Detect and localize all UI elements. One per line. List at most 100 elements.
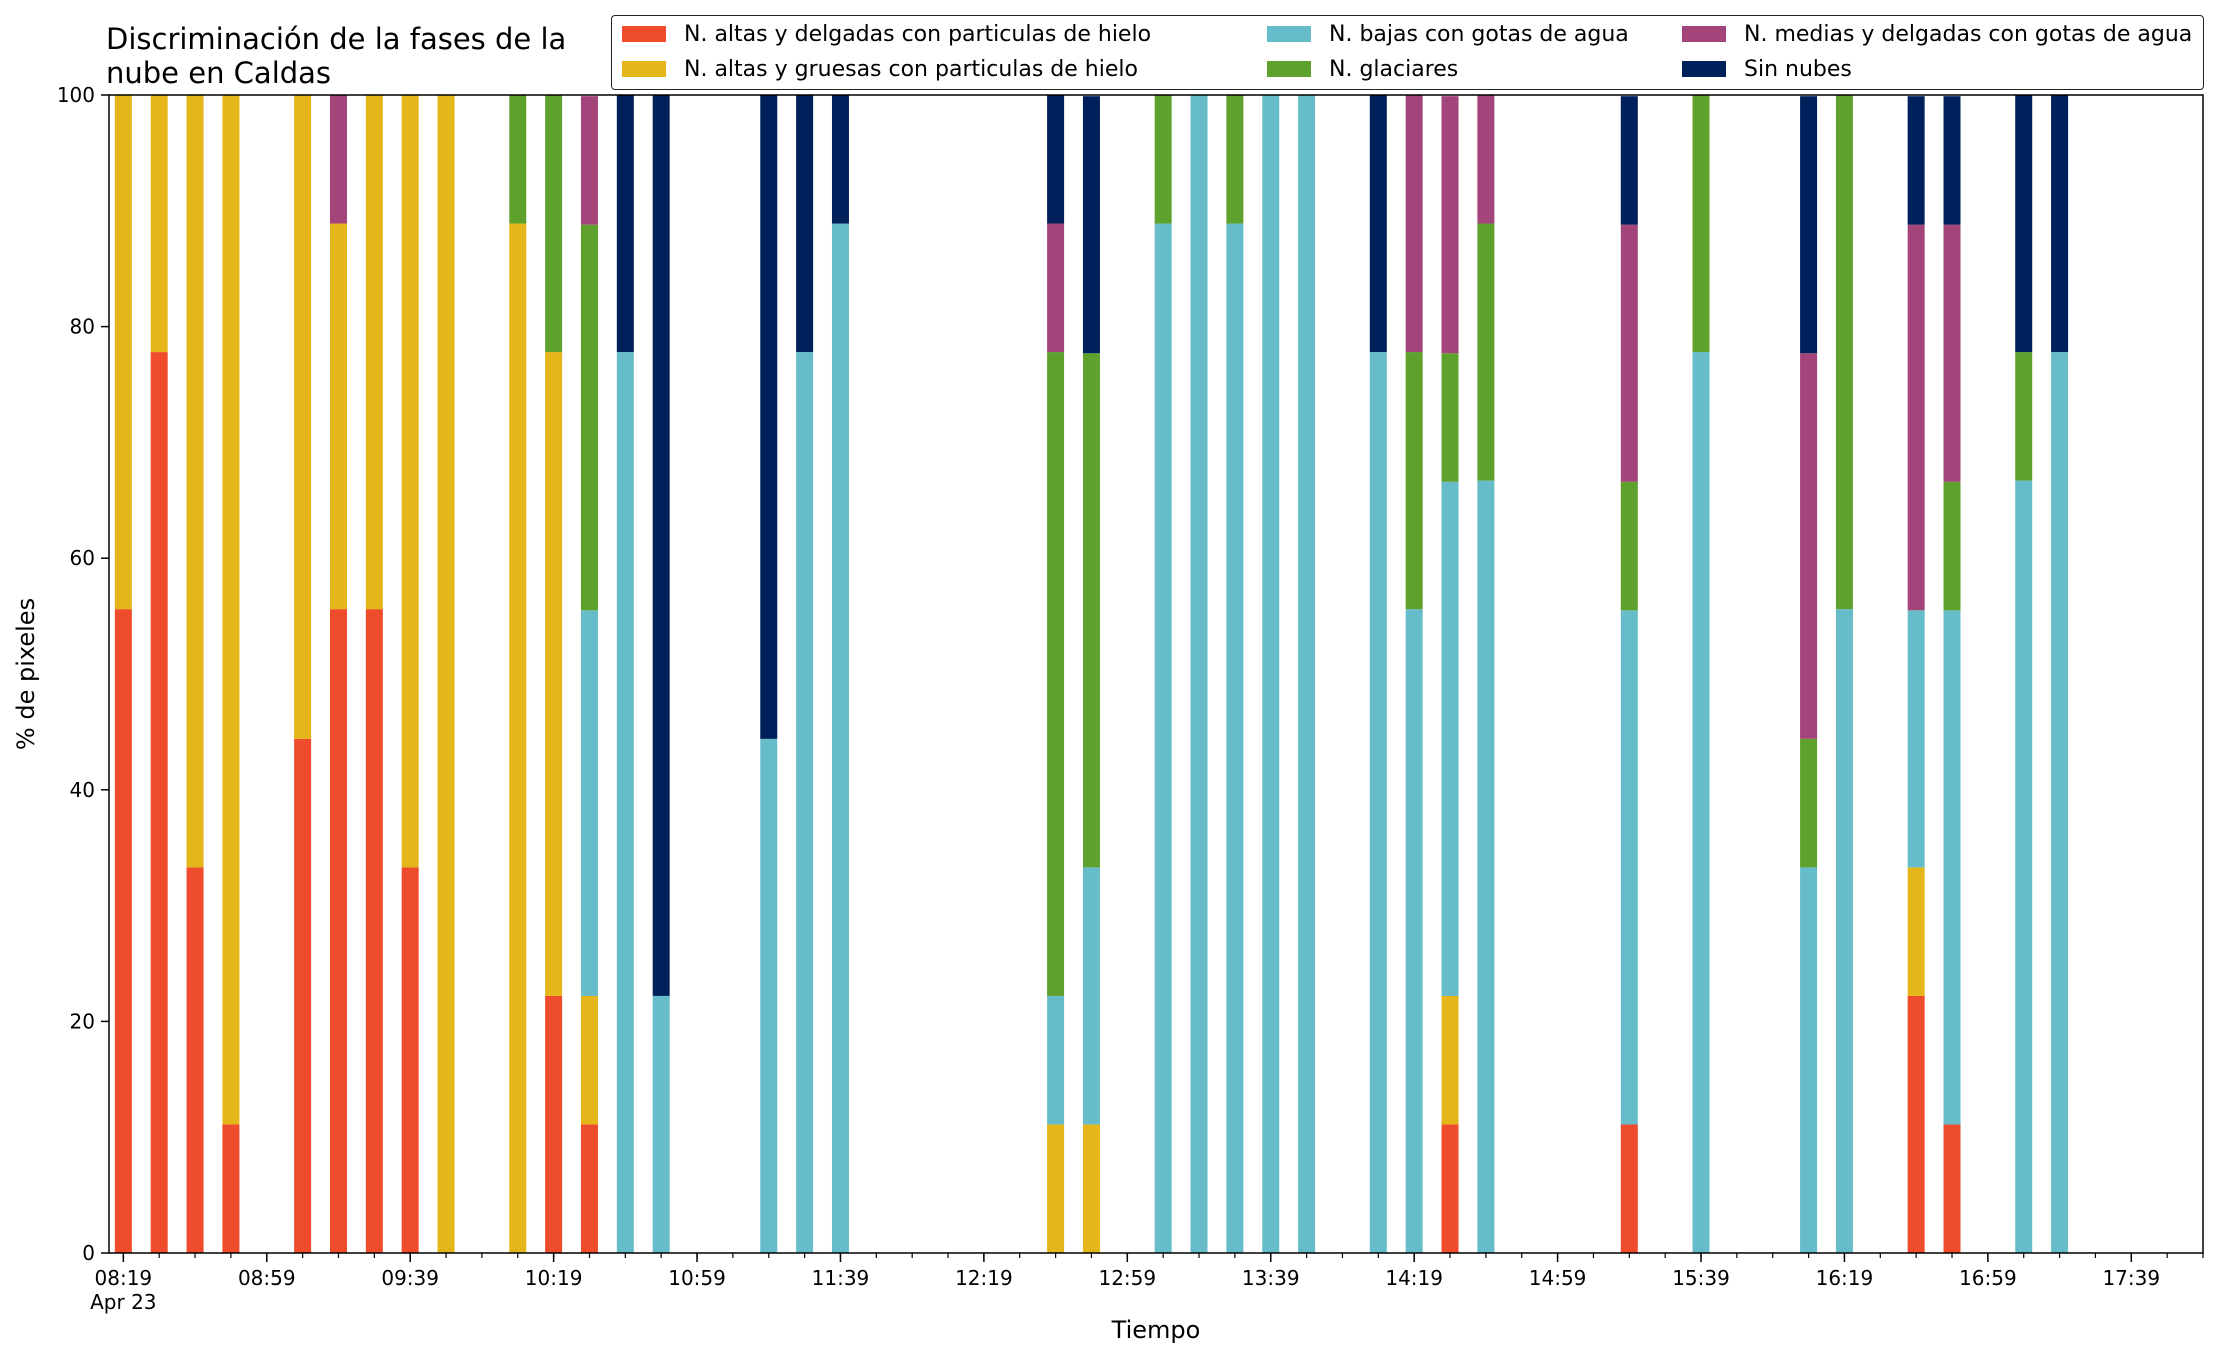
bar-segment — [580, 1124, 598, 1253]
x-tick-label: 14:19 — [1385, 1266, 1443, 1290]
bar-segment — [1047, 95, 1065, 224]
y-tick-label: 0 — [82, 1241, 95, 1265]
bar-segment — [1298, 95, 1316, 1253]
bar-segment — [1082, 353, 1100, 868]
bar-segment — [1441, 96, 1459, 354]
legend-item: N. medias y delgadas con gotas de agua — [1682, 18, 2192, 50]
legend-item: N. glaciares — [1267, 53, 1458, 85]
bar-segment — [1441, 1124, 1459, 1253]
legend-label: Sin nubes — [1744, 56, 1852, 82]
x-tick-label: 16:19 — [1816, 1266, 1874, 1290]
bar-segment — [1405, 609, 1423, 1253]
bar-segment — [760, 95, 778, 739]
bar-segment — [1620, 610, 1638, 1125]
plot-frame — [108, 94, 2204, 1254]
bar-segment — [1835, 609, 1853, 1253]
x-tick-label: 12:59 — [1098, 1266, 1156, 1290]
bar-segment — [580, 96, 598, 225]
chart-title: Discriminación de la fases de la nube en… — [106, 22, 567, 90]
bar-segment — [329, 95, 347, 224]
legend-swatch — [1682, 26, 1726, 42]
bar-segment — [652, 995, 670, 1253]
legend-item: N. altas y gruesas con particulas de hie… — [622, 53, 1138, 85]
bar-segment — [150, 352, 168, 1254]
bar-segment — [580, 224, 598, 611]
y-axis-label: % de pixeles — [12, 598, 40, 750]
legend-item: Sin nubes — [1682, 53, 1852, 85]
legend-item: N. bajas con gotas de agua — [1267, 18, 1629, 50]
bar-segment — [1082, 1124, 1100, 1253]
y-tick-label: 20 — [70, 1009, 95, 1033]
bar-segment — [616, 352, 634, 1254]
bar-segment — [616, 95, 634, 353]
x-tick-label: 15:39 — [1672, 1266, 1730, 1290]
bar-segment — [1620, 96, 1638, 225]
bar-segment — [831, 223, 849, 1253]
bar-segment — [186, 867, 204, 1253]
bar-segment — [1477, 480, 1495, 1253]
bar-segment — [401, 95, 419, 868]
bar-segment — [1907, 96, 1925, 225]
bar-segment — [1692, 95, 1710, 353]
x-date-label: Apr 23 — [90, 1290, 156, 1314]
bar-segment — [1405, 95, 1423, 353]
x-tick-label: 13:39 — [1242, 1266, 1300, 1290]
y-tick-label: 60 — [70, 546, 95, 570]
bar-segment — [1047, 995, 1065, 1125]
bar-segment — [1441, 481, 1459, 996]
bar-segment — [2051, 95, 2069, 353]
bar-segment — [1405, 352, 1423, 610]
bar-segment — [796, 352, 814, 1254]
bar-segment — [1800, 353, 1818, 739]
bar-segment — [329, 609, 347, 1253]
x-tick-label: 09:39 — [381, 1266, 439, 1290]
bar-segment — [1835, 95, 1853, 610]
legend-swatch — [1267, 26, 1311, 42]
bar-segment — [1190, 95, 1208, 1253]
legend-label: N. bajas con gotas de agua — [1329, 21, 1629, 47]
bar-segment — [1943, 224, 1961, 482]
bar-segment — [1907, 995, 1925, 1253]
bar-segment — [294, 95, 312, 739]
bar-segment — [1047, 352, 1065, 996]
bar-segment — [294, 738, 312, 1253]
x-tick-label: 17:39 — [2102, 1266, 2160, 1290]
x-axis-label: Tiempo — [1111, 1316, 1201, 1344]
bar-segment — [1907, 867, 1925, 996]
chart-legend: N. altas y delgadas con particulas de hi… — [611, 15, 2204, 90]
bar-segment — [150, 95, 168, 353]
x-tick-label: 10:59 — [668, 1266, 726, 1290]
bar-segment — [1082, 867, 1100, 1125]
bar-segment — [114, 609, 132, 1253]
bar-segment — [1154, 95, 1172, 224]
bar-segment — [1441, 353, 1459, 482]
bar-segment — [1441, 995, 1459, 1125]
legend-swatch — [622, 61, 666, 77]
x-tick-label: 14:59 — [1529, 1266, 1587, 1290]
bar-segment — [1620, 1124, 1638, 1253]
bar-segment — [1620, 481, 1638, 611]
bar-segment — [545, 995, 563, 1253]
bar-segment — [1262, 95, 1280, 1253]
bar-segment — [1907, 224, 1925, 611]
bar-segment — [1800, 867, 1818, 1253]
bar-segment — [1477, 223, 1495, 481]
bar-segment — [1943, 481, 1961, 611]
legend-item: N. altas y delgadas con particulas de hi… — [622, 18, 1151, 50]
legend-label: N. altas y delgadas con particulas de hi… — [684, 21, 1152, 47]
legend-swatch — [1682, 61, 1726, 77]
legend-label: N. glaciares — [1329, 56, 1459, 82]
bar-segment — [1369, 95, 1387, 353]
x-tick-label: 16:59 — [1959, 1266, 2017, 1290]
bar-segment — [222, 95, 240, 1125]
bar-segment — [2015, 352, 2033, 481]
bar-segment — [1800, 738, 1818, 868]
bar-segment — [580, 995, 598, 1125]
bar-segment — [1943, 1124, 1961, 1253]
bar-segment — [652, 95, 670, 996]
bar-segment — [114, 95, 132, 610]
bar-segment — [2015, 480, 2033, 1253]
bar-segment — [831, 95, 849, 224]
bar-segment — [1620, 224, 1638, 482]
bar-segment — [2051, 352, 2069, 1254]
